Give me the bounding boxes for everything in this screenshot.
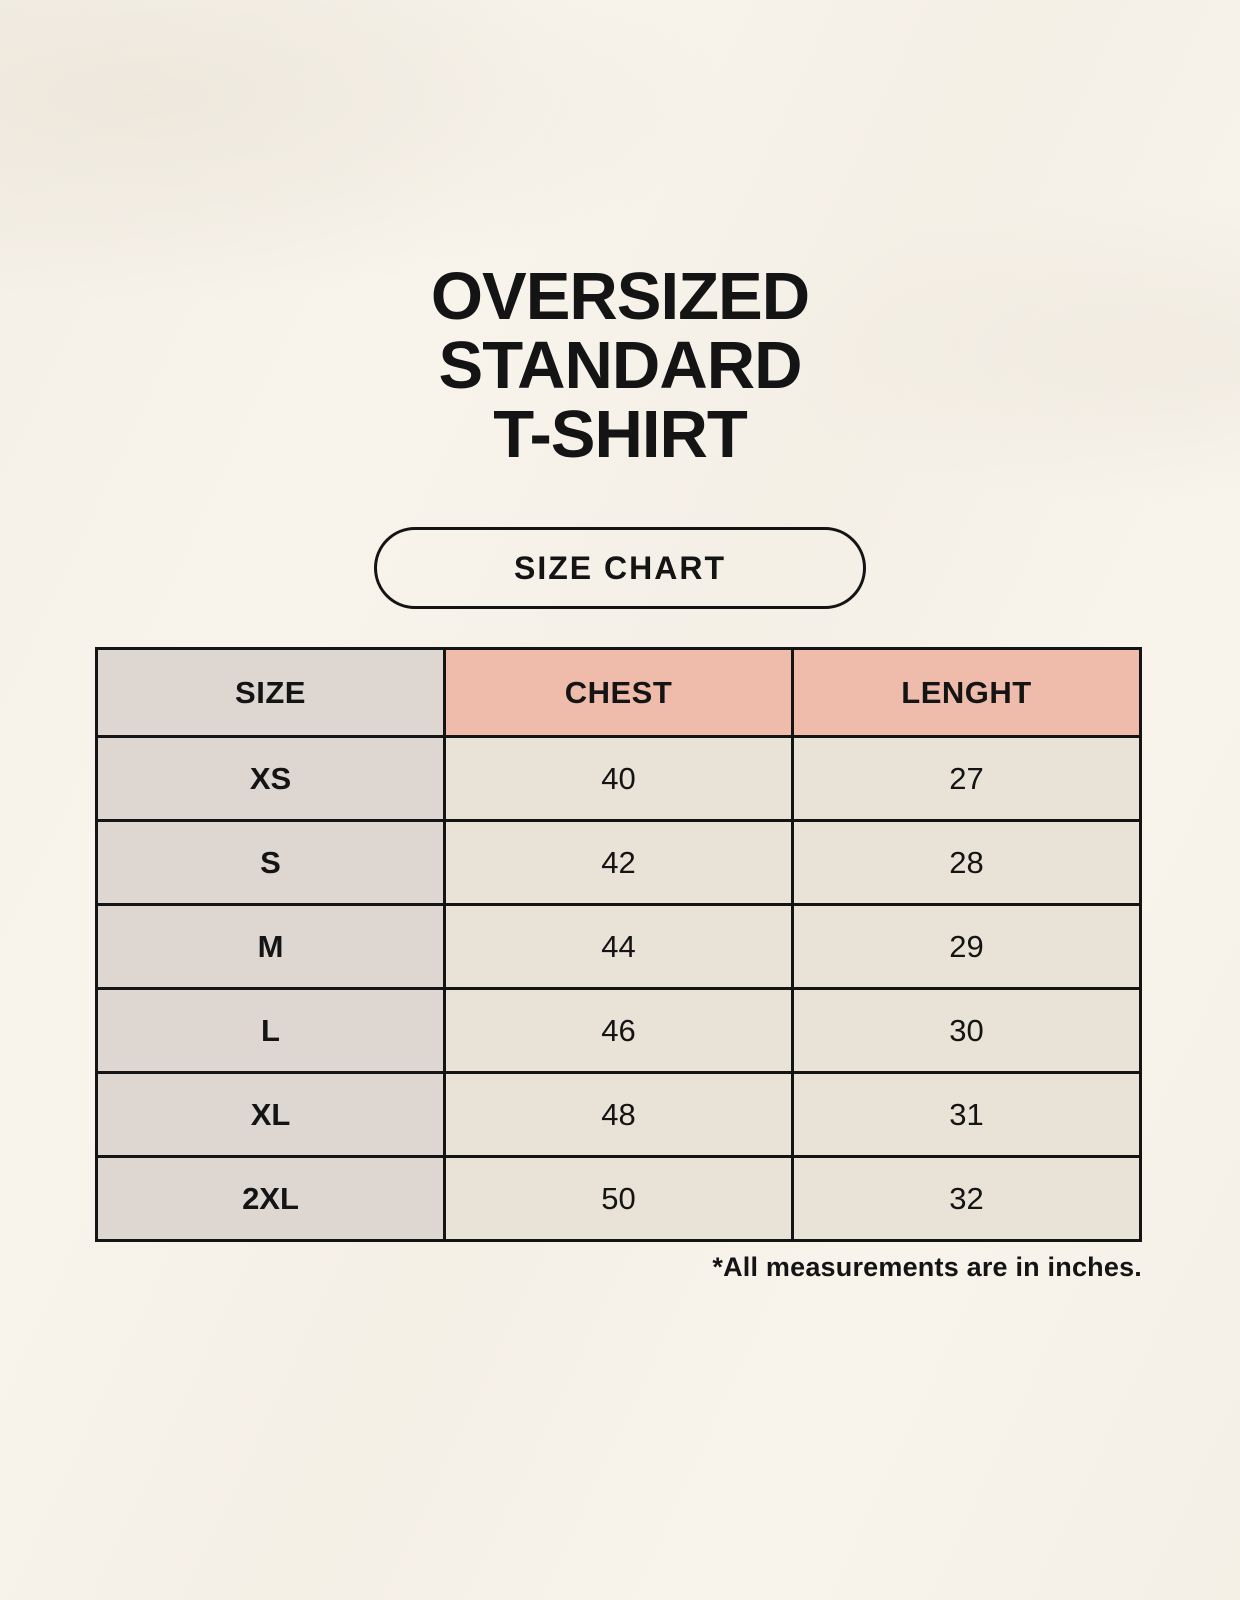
table-row: 2XL 50 32	[95, 1155, 1142, 1242]
size-table-body: XS 40 27 S 42 28 M 44 29 L 46 30 XL 48 31 2XL 50 32	[95, 735, 1142, 1242]
size-cell: L	[95, 987, 446, 1074]
length-cell: 31	[791, 1071, 1142, 1158]
size-chart-badge-label: SIZE CHART	[514, 549, 726, 586]
table-row: M 44 29	[95, 903, 1142, 990]
product-title-line-2: STANDARD	[438, 328, 803, 403]
size-table: SIZE CHEST LENGHT XS 40 27 S 42 28 M 44 29 L 46 30 XL 4…	[95, 647, 1142, 1242]
product-title: OVERSIZED STANDARD T-SHIRT	[0, 0, 1240, 469]
length-cell: 29	[791, 903, 1142, 990]
chest-cell: 50	[443, 1155, 794, 1242]
size-cell: S	[95, 819, 446, 906]
size-table-header: SIZE CHEST LENGHT	[95, 647, 1142, 738]
size-chart-badge: SIZE CHART	[374, 527, 866, 609]
size-table-container: SIZE CHEST LENGHT XS 40 27 S 42 28 M 44 29 L 46 30 XL 4…	[95, 647, 1142, 1242]
product-title-line-3: T-SHIRT	[493, 397, 748, 472]
table-row: XS 40 27	[95, 735, 1142, 822]
length-cell: 32	[791, 1155, 1142, 1242]
header-row: SIZE CHEST LENGHT	[95, 647, 1142, 738]
chest-cell: 46	[443, 987, 794, 1074]
size-cell: XS	[95, 735, 446, 822]
product-title-line-1: OVERSIZED	[430, 259, 810, 334]
length-cell: 30	[791, 987, 1142, 1074]
size-cell: XL	[95, 1071, 446, 1158]
size-cell: M	[95, 903, 446, 990]
chest-cell: 40	[443, 735, 794, 822]
measurements-footnote: *All measurements are in inches.	[712, 1252, 1142, 1282]
column-header-size: SIZE	[95, 647, 446, 738]
chest-cell: 44	[443, 903, 794, 990]
table-row: S 42 28	[95, 819, 1142, 906]
column-header-chest: CHEST	[443, 647, 794, 738]
length-cell: 28	[791, 819, 1142, 906]
length-cell: 27	[791, 735, 1142, 822]
column-header-lenght: LENGHT	[791, 647, 1142, 738]
chest-cell: 42	[443, 819, 794, 906]
size-cell: 2XL	[95, 1155, 446, 1242]
chest-cell: 48	[443, 1071, 794, 1158]
table-row: XL 48 31	[95, 1071, 1142, 1158]
table-row: L 46 30	[95, 987, 1142, 1074]
